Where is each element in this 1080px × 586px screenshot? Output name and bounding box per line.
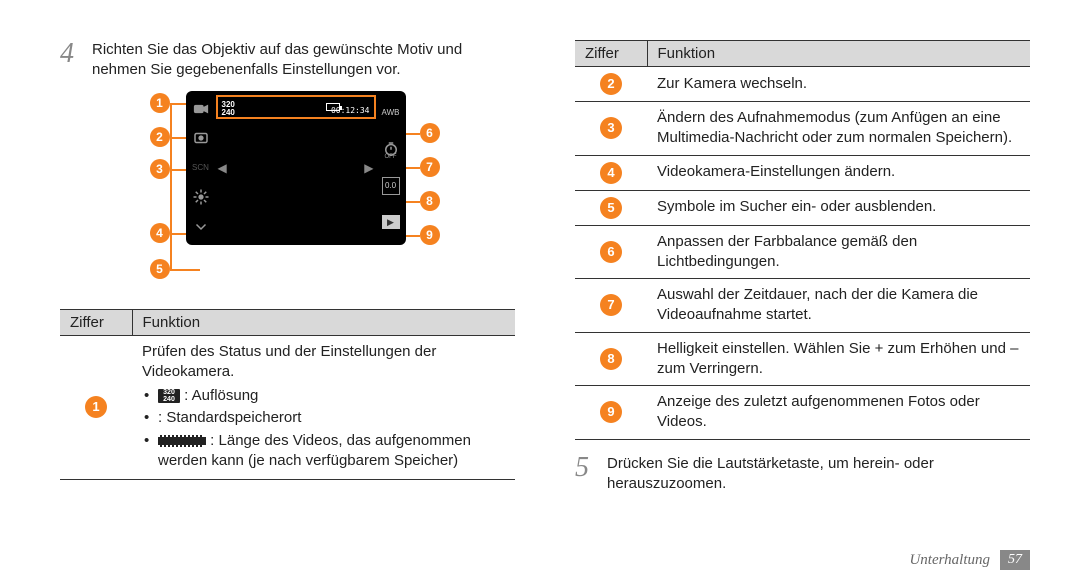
col-funktion: Funktion [132,309,515,335]
col-ziffer: Ziffer [60,309,132,335]
arrow-right-icon: ▶ [364,161,373,175]
arrow-left-icon: ◀ [218,161,227,175]
callout-5: 5 [150,259,170,279]
row1-intro: Prüfen des Status und der Einstellungen … [142,343,436,380]
step-4: 4 Richten Sie das Objektiv auf das gewün… [60,40,515,81]
step-5: 5 Drücken Sie die Lautstärketaste, um he… [575,454,1030,495]
awb-icon: AWB [381,103,401,123]
exposure-icon: 0.0 [381,176,401,196]
col-funktion: Funktion [647,41,1030,67]
table-row: 2Zur Kamera wechseln. [575,67,1030,102]
row1-bullet-resolution: 320240 : Auflösung [142,386,505,406]
callout-2: 2 [150,127,170,147]
table-row: 9Anzeige des zuletzt aufgenommenen Fotos… [575,386,1030,440]
right-table: Ziffer Funktion 2Zur Kamera wechseln. 3Ä… [575,40,1030,440]
step-text: Drücken Sie die Lautstärketaste, um here… [607,454,1030,495]
scene-icon: SCN [191,157,211,177]
table-row: 8Helligkeit einstellen. Wählen Sie + zum… [575,332,1030,386]
col-ziffer: Ziffer [575,41,647,67]
row-badge-1: 1 [85,396,107,418]
gear-icon [191,187,211,207]
table-row: 5Symbole im Sucher ein- oder ausblenden. [575,190,1030,225]
play-thumb-icon: ▶ [381,212,401,232]
footer-section: Unterhaltung [909,552,990,569]
resolution-icon: 320 240 [222,101,235,117]
table-row: 6Anpassen der Farbbalance gemäß den Lich… [575,225,1030,279]
videocam-icon [191,99,211,119]
row1-bullet-length: : Länge des Videos, das aufgenommen werd… [142,431,505,472]
callout-9: 9 [420,225,440,245]
status-bar-highlight: 320 240 00:12:34 [216,95,376,119]
inline-filmstrip-icon [158,435,206,447]
camera-diagram: 1 2 3 4 5 6 7 8 9 320 240 [118,91,458,291]
row-badge-6: 6 [600,241,622,263]
camera-screen: 320 240 00:12:34 ◀ ▶ SCN AWB OFF 0.0 [186,91,406,245]
step-text: Richten Sie das Objektiv auf das gewünsc… [92,40,515,81]
row-badge-5: 5 [600,197,622,219]
callout-4: 4 [150,223,170,243]
row-badge-9: 9 [600,401,622,423]
table-row: 7Auswahl der Zeitdauer, nach der die Kam… [575,279,1030,333]
table-row: 3Ändern des Aufnahmemodus (zum Anfügen a… [575,102,1030,156]
row1-bullet-storage: : Standardspeicherort [142,408,505,428]
rec-timer: 00:12:34 [331,106,370,115]
mode-icon [191,128,211,148]
footer-page-number: 57 [1000,550,1030,570]
inline-resolution-icon: 320240 [158,389,180,403]
page-footer: Unterhaltung 57 [909,550,1030,570]
row-badge-7: 7 [600,294,622,316]
step-number: 5 [575,454,607,482]
table-row: 1 Prüfen des Status und der Einstellunge… [60,335,515,480]
callout-1: 1 [150,93,170,113]
row-badge-3: 3 [600,117,622,139]
row-badge-4: 4 [600,162,622,184]
row-badge-2: 2 [600,73,622,95]
step-number: 4 [60,40,92,68]
left-table: Ziffer Funktion 1 Prüfen des Status und … [60,309,515,481]
callout-7: 7 [420,157,440,177]
hide-icon [191,216,211,236]
row-badge-8: 8 [600,348,622,370]
callout-3: 3 [150,159,170,179]
callout-6: 6 [420,123,440,143]
timer-icon: OFF [381,139,401,159]
table-row: 4Videokamera-Einstellungen ändern. [575,155,1030,190]
callout-8: 8 [420,191,440,211]
